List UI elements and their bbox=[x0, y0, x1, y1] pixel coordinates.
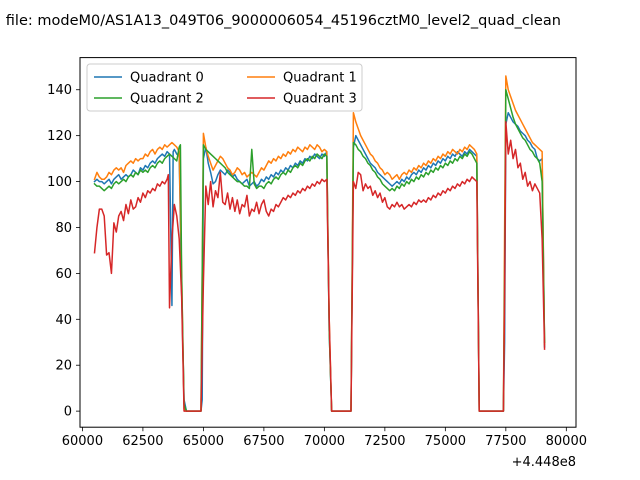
x-tick-label: 77500 bbox=[485, 434, 526, 449]
y-tick-label: 60 bbox=[55, 267, 72, 282]
x-tick-label: 75000 bbox=[425, 434, 466, 449]
x-tick-label: 60000 bbox=[62, 434, 103, 449]
x-tick-label: 67500 bbox=[243, 434, 284, 449]
x-offset-label: +4.448e8 bbox=[512, 455, 576, 470]
y-tick-label: 100 bbox=[47, 175, 72, 190]
x-tick-label: 72500 bbox=[364, 434, 405, 449]
x-tick-label: 80000 bbox=[546, 434, 587, 449]
series-line-quadrant-1 bbox=[93, 75, 546, 412]
y-tick-label: 20 bbox=[55, 359, 72, 374]
axes-frame bbox=[79, 57, 577, 428]
y-tick-label: 140 bbox=[47, 83, 72, 98]
legend-label: Quadrant 2 bbox=[130, 92, 204, 107]
chart-title: n file: modeM0/AS1A13_049T06_9000006054_… bbox=[0, 13, 561, 29]
legend-box bbox=[86, 63, 363, 112]
legend: Quadrant 0 Quadrant 1 Quadrant 2 Quadrant 3 bbox=[86, 63, 363, 112]
x-tick-label: 65000 bbox=[183, 434, 224, 449]
y-tick-label: 40 bbox=[55, 313, 72, 328]
y-axis: 0 20 40 60 80 100 120 140 bbox=[47, 83, 80, 420]
y-tick-label: 0 bbox=[64, 405, 72, 420]
series-line-quadrant-3 bbox=[93, 121, 546, 412]
x-axis: 60000 62500 65000 67500 70000 72500 75000 77500… bbox=[62, 427, 587, 449]
legend-label: Quadrant 1 bbox=[283, 71, 357, 86]
legend-label: Quadrant 0 bbox=[130, 71, 204, 86]
x-tick-label: 62500 bbox=[122, 434, 163, 449]
y-tick-label: 120 bbox=[47, 129, 72, 144]
series-line-quadrant-2 bbox=[93, 88, 546, 412]
series-layer bbox=[93, 75, 546, 412]
x-tick-label: 70000 bbox=[304, 434, 345, 449]
y-tick-label: 80 bbox=[55, 221, 72, 236]
legend-label: Quadrant 3 bbox=[283, 92, 357, 107]
